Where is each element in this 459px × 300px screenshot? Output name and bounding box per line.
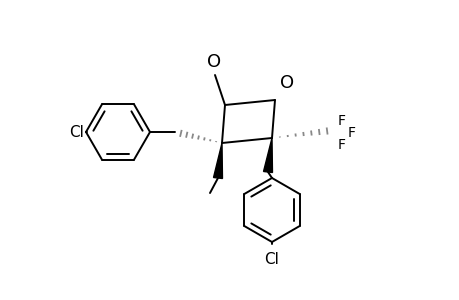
Text: O: O (207, 53, 221, 71)
Text: Cl: Cl (264, 252, 279, 267)
Text: F: F (337, 114, 345, 128)
Polygon shape (263, 138, 272, 172)
Text: Cl: Cl (69, 124, 84, 140)
Text: O: O (280, 74, 293, 92)
Text: F: F (347, 126, 355, 140)
Polygon shape (213, 143, 222, 178)
Text: F: F (337, 138, 345, 152)
